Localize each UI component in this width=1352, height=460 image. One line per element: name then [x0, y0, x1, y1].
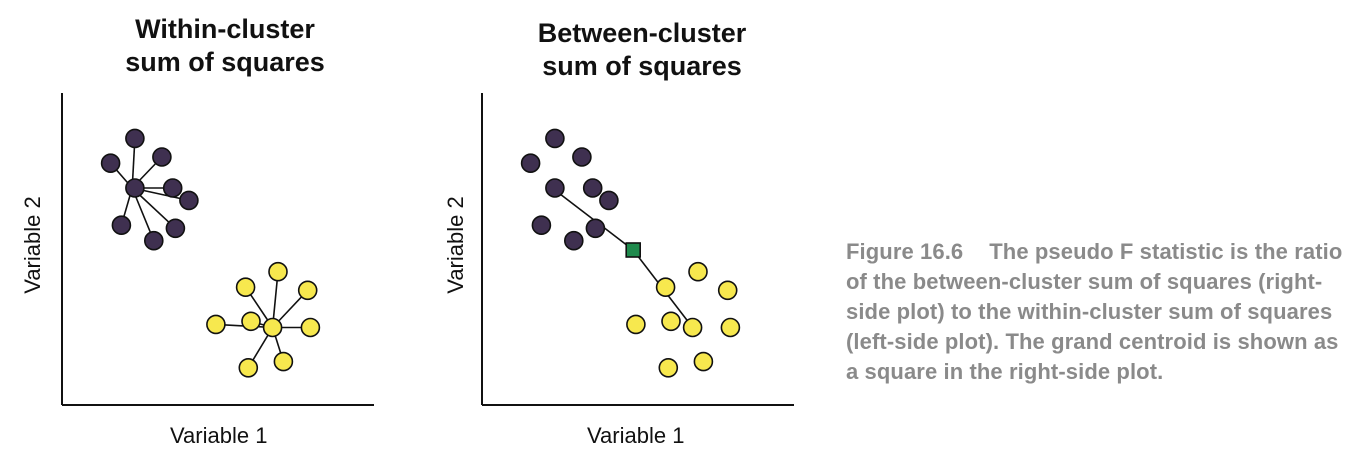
within-point-c1-7 [273, 351, 294, 372]
within-point-c1-4 [241, 311, 261, 332]
between-point-c0-7 [585, 218, 606, 239]
within-cluster-panel: Within-cluster sum of squares Variable 2… [0, 0, 420, 460]
within-point-c0-3 [125, 178, 145, 198]
figure-caption: Figure 16.6 The pseudo F statistic is the… [846, 237, 1346, 387]
between-point-c1-2 [717, 280, 738, 301]
within-point-c0-5 [179, 190, 199, 211]
within-point-c0-1 [152, 147, 172, 167]
between-point-c1-7 [693, 351, 714, 372]
grand-centroid-square [625, 242, 641, 258]
between-point-c1-1 [655, 277, 676, 298]
within-point-c1-5 [262, 317, 283, 338]
within-point-c0-8 [144, 230, 164, 251]
within-point-c0-7 [165, 218, 186, 239]
within-point-c0-2 [100, 153, 121, 173]
between-cluster-plot [481, 93, 794, 406]
between-point-c1-8 [658, 357, 679, 378]
caption-text: The pseudo F statistic is the ratio of t… [846, 239, 1343, 384]
within-point-c0-0 [125, 128, 145, 149]
between-point-c0-5 [599, 190, 619, 211]
between-cluster-panel: Between-cluster sum of squares Variable … [420, 0, 840, 460]
between-point-c0-8 [564, 230, 584, 251]
within-cluster-plot [61, 93, 374, 406]
within-point-c1-0 [268, 261, 288, 282]
between-xlabel: Variable 1 [587, 423, 685, 448]
between-point-c0-4 [582, 178, 603, 198]
between-point-c1-0 [688, 261, 708, 282]
within-point-c1-6 [300, 317, 321, 338]
between-point-c0-0 [545, 128, 565, 149]
within-point-c0-4 [162, 178, 183, 198]
figure-number: Figure 16.6 [846, 239, 964, 264]
within-point-c1-8 [238, 357, 259, 378]
within-point-c1-2 [297, 280, 318, 301]
between-point-c0-1 [572, 147, 592, 167]
between-point-c0-6 [531, 215, 552, 235]
within-cluster-title: Within-cluster sum of squares [125, 14, 325, 77]
between-cluster-title: Between-cluster sum of squares [537, 18, 747, 81]
within-point-c1-3 [206, 314, 226, 335]
within-point-c1-1 [235, 277, 256, 298]
within-xlabel: Variable 1 [170, 423, 268, 448]
between-point-c1-3 [626, 314, 646, 335]
between-point-c1-5 [682, 317, 703, 338]
within-point-c0-6 [111, 215, 132, 235]
between-point-c0-3 [545, 178, 565, 198]
between-point-c1-6 [720, 317, 741, 338]
between-point-c0-2 [520, 153, 541, 173]
between-point-c1-4 [661, 311, 681, 332]
